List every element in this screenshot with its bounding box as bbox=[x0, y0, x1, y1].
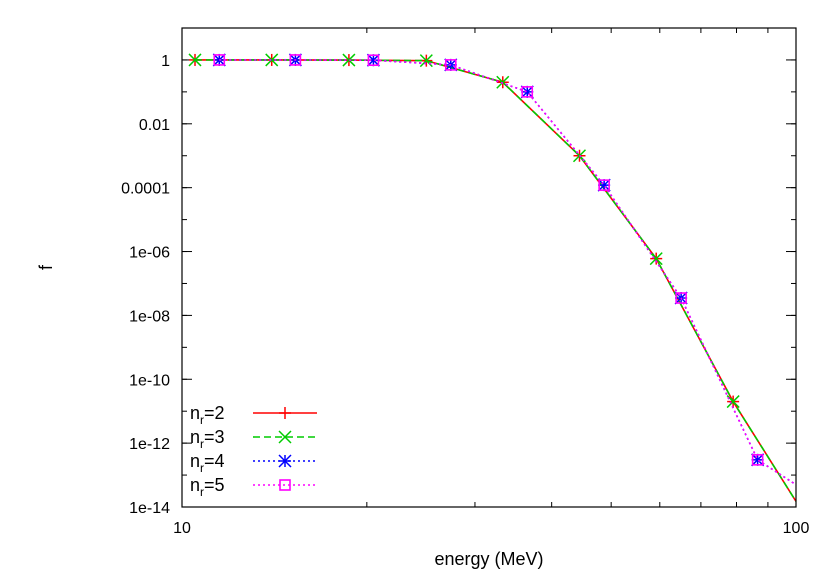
y-tick-label: 0.0001 bbox=[121, 181, 170, 198]
data-point bbox=[597, 178, 611, 192]
data-point bbox=[279, 479, 291, 491]
legend: nr=2nr=3nr=4nr=5 bbox=[190, 403, 317, 499]
legend-label: nr=2 bbox=[190, 403, 225, 427]
data-point bbox=[649, 252, 663, 266]
y-tick-label: 1e-12 bbox=[129, 436, 170, 453]
series-1 bbox=[189, 53, 797, 502]
data-point bbox=[726, 395, 740, 409]
legend-entry: nr=5 bbox=[190, 475, 317, 499]
legend-entry: nr=3 bbox=[190, 427, 317, 451]
data-point bbox=[367, 54, 380, 67]
series-layer bbox=[188, 53, 797, 502]
x-axis-title: energy (MeV) bbox=[434, 549, 543, 569]
data-point bbox=[521, 86, 534, 98]
series-4 bbox=[213, 54, 797, 486]
data-point bbox=[279, 407, 291, 419]
y-axis-title: f bbox=[36, 264, 56, 270]
data-point bbox=[751, 454, 764, 466]
x-tick-label: 10 bbox=[173, 520, 191, 537]
data-point bbox=[213, 54, 226, 66]
y-tick-label: 1 bbox=[161, 53, 170, 70]
y-tick-label: 1e-14 bbox=[129, 500, 170, 517]
data-point bbox=[265, 53, 279, 67]
legend-label: nr=4 bbox=[190, 451, 225, 475]
x-tick-label: 100 bbox=[783, 520, 810, 537]
series-line bbox=[219, 59, 797, 486]
data-point bbox=[289, 54, 302, 66]
data-point bbox=[212, 53, 226, 67]
y-tick-label: 1e-06 bbox=[129, 245, 170, 262]
data-point bbox=[675, 292, 687, 304]
data-point bbox=[496, 75, 510, 89]
data-point bbox=[188, 53, 202, 67]
series-line bbox=[219, 59, 797, 486]
series-3 bbox=[212, 53, 797, 486]
series-line bbox=[195, 59, 797, 502]
plot-border bbox=[181, 27, 797, 508]
data-point bbox=[419, 54, 433, 68]
data-point bbox=[342, 53, 356, 67]
legend-entry: nr=2 bbox=[190, 403, 317, 427]
y-tick-label: 0.01 bbox=[139, 117, 170, 134]
plot-frame bbox=[181, 27, 797, 508]
series-line bbox=[195, 59, 797, 502]
y-tick-label: 1e-08 bbox=[129, 308, 170, 325]
legend-label: nr=5 bbox=[190, 475, 225, 499]
data-point bbox=[278, 454, 292, 468]
legend-entry: nr=4 bbox=[190, 451, 317, 475]
y-tick-label: 1e-10 bbox=[129, 372, 170, 389]
data-point bbox=[751, 453, 765, 467]
data-point bbox=[278, 430, 292, 444]
data-point bbox=[520, 85, 534, 99]
legend-label: nr=3 bbox=[190, 427, 225, 451]
data-point bbox=[598, 179, 610, 191]
series-2 bbox=[188, 53, 797, 502]
data-point bbox=[444, 59, 457, 71]
